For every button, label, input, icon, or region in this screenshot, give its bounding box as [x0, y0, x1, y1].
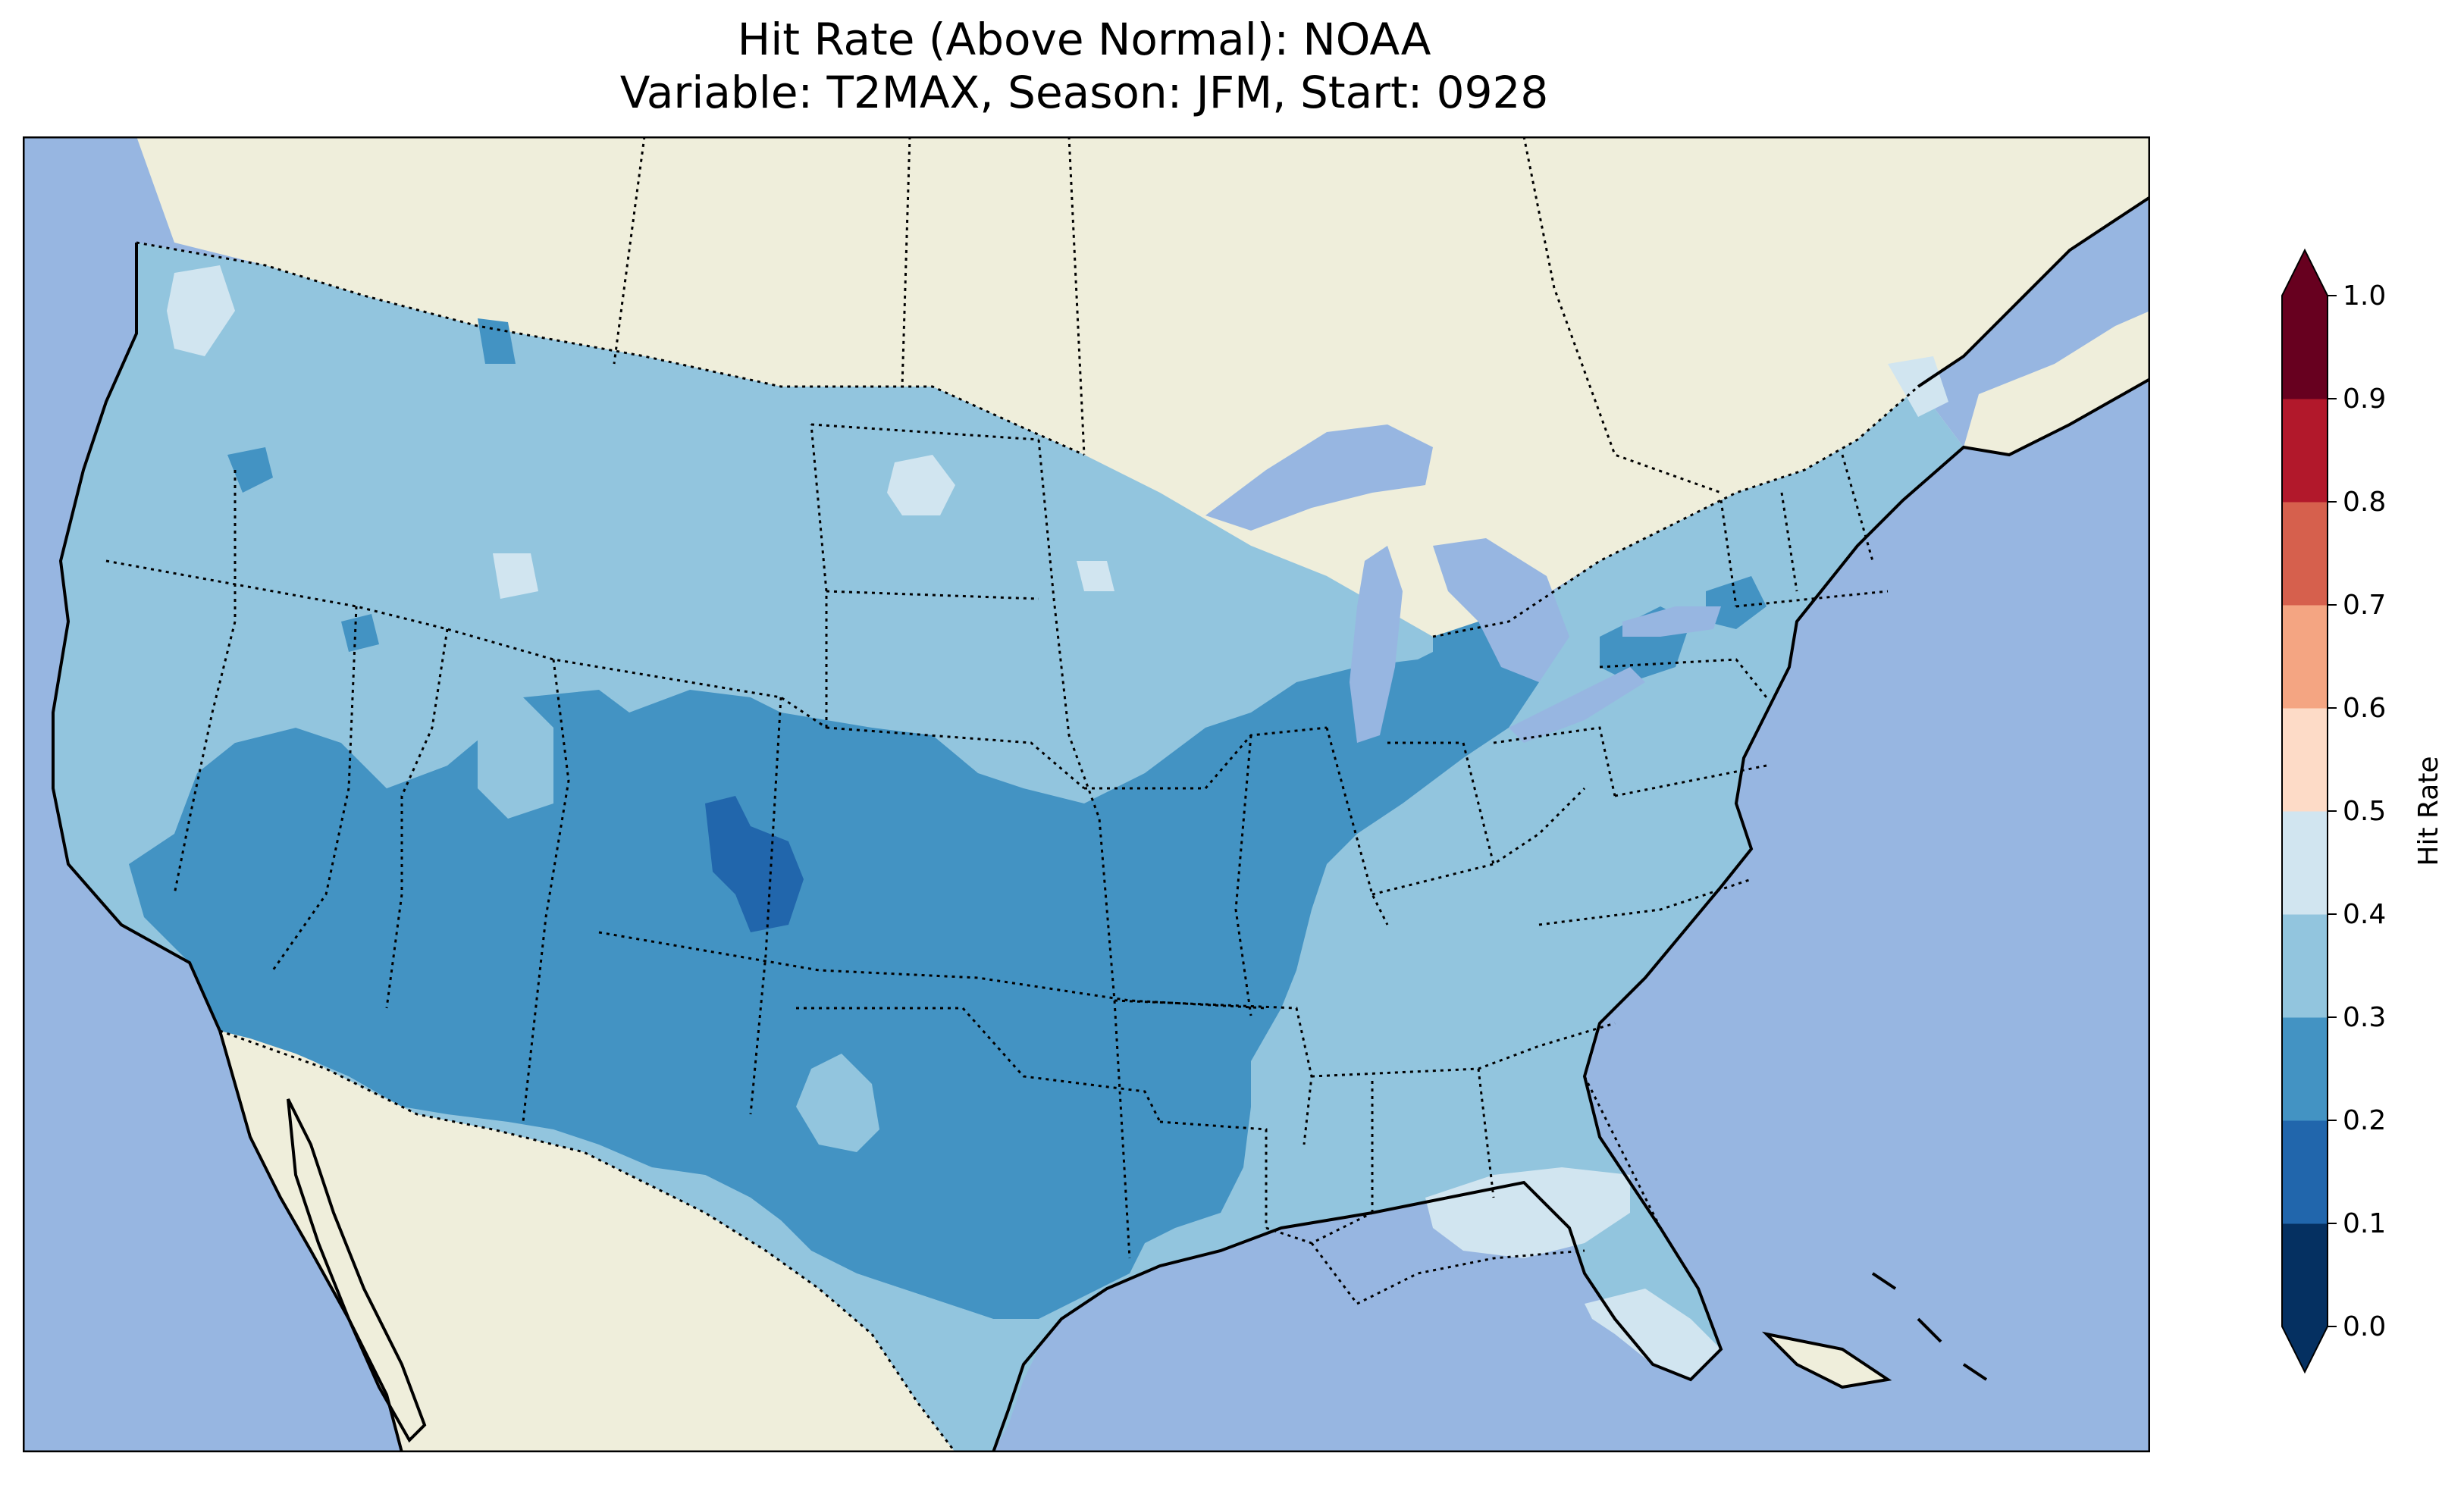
lake-michigan — [1350, 546, 1403, 743]
region-idaho-patch — [341, 614, 379, 652]
country-borders — [136, 241, 1919, 1452]
map-title-line2: Variable: T2MAX, Season: JFM, Start: 092… — [619, 67, 1549, 118]
colorbar-tick-label: 0.4 — [2343, 899, 2386, 930]
colorbar-tick-label: 0.9 — [2343, 384, 2386, 415]
region-georgia-alabama-light — [1425, 1167, 1630, 1258]
colorbar-extend-min — [2282, 1326, 2328, 1372]
region-great-basin-light — [235, 652, 447, 788]
colorbar-tick-label: 0.5 — [2343, 796, 2386, 827]
lake-huron — [1433, 538, 1569, 682]
colorbar-tick-label: 0.2 — [2343, 1105, 2386, 1136]
lake-ontario — [1622, 606, 1721, 637]
map-title-line1: Hit Rate (Above Normal): NOAA — [737, 14, 1431, 65]
colorbar-ticks: 0.0 0.1 0.2 0.3 0.4 0.5 0.6 0.7 0.8 0.9 1.0 — [2328, 280, 2386, 1342]
region-utah-light — [478, 697, 553, 819]
colorbar-tick-label: 0.7 — [2343, 590, 2386, 621]
lake-erie — [1509, 667, 1645, 743]
colorbar-bin-2 — [2282, 1017, 2328, 1121]
canada-province-lines — [613, 136, 1722, 494]
cuba-coast — [1761, 1331, 1892, 1389]
land-canada — [136, 136, 2150, 637]
colorbar-bin-8 — [2282, 399, 2328, 503]
colorbar-bin-6 — [2282, 605, 2328, 709]
region-florida-light — [1585, 1289, 1721, 1380]
colorbar-tick-label: 0.0 — [2343, 1311, 2386, 1342]
colorbar-tick-label: 0.1 — [2343, 1208, 2386, 1239]
region-texas-panhandle-light — [796, 1054, 879, 1152]
colorbar-tick-label: 1.0 — [2343, 280, 2386, 312]
colorbar-bin-4 — [2282, 811, 2328, 915]
colorbar-bin-0 — [2282, 1223, 2328, 1327]
region-sd-light — [887, 455, 955, 515]
colorbar-bins — [2281, 248, 2328, 1374]
colorbar-bin-3 — [2282, 914, 2328, 1018]
coastline — [52, 196, 2150, 1452]
lake-superior — [1205, 424, 1433, 531]
colorbar-tick-label: 0.8 — [2343, 487, 2386, 518]
colorbar-extend-max — [2282, 250, 2328, 296]
land-mexico — [220, 1031, 955, 1452]
colorbar-bin-7 — [2282, 502, 2328, 606]
map-panel — [23, 136, 2150, 1452]
colorbar-bin-5 — [2282, 708, 2328, 812]
region-nw-texas-light — [644, 1175, 1039, 1452]
land-maritimes — [1964, 311, 2150, 455]
region-ny-patch — [1706, 576, 1766, 629]
colorbar-label: Hit Rate — [2413, 756, 2444, 866]
state-borders — [105, 423, 1889, 1305]
colorbar-bin-1 — [2282, 1120, 2328, 1224]
region-wy-light — [493, 553, 538, 599]
colorbar-svg: 0.0 0.1 0.2 0.3 0.4 0.5 0.6 0.7 0.8 0.9 1.0 Hit Ra… — [2281, 248, 2444, 1374]
region-southwest-central — [129, 622, 1539, 1319]
bahamas — [1871, 1272, 1988, 1381]
baja-coastline — [287, 1098, 427, 1443]
colorbar-bin-9 — [2282, 296, 2328, 399]
region-wa-coast-light — [167, 265, 235, 356]
colorbar-tick-label: 0.6 — [2343, 693, 2386, 724]
region-oregon-patch — [227, 447, 273, 493]
colorbar-tick-label: 0.3 — [2343, 1002, 2386, 1033]
map-frame — [23, 136, 2150, 1452]
region-colorado-core — [705, 796, 804, 932]
region-wa-patch — [478, 318, 516, 364]
colorbar: 0.0 0.1 0.2 0.3 0.4 0.5 0.6 0.7 0.8 0.9 1.0 Hit Ra… — [2267, 235, 2464, 1374]
region-nd-light — [1077, 561, 1114, 591]
